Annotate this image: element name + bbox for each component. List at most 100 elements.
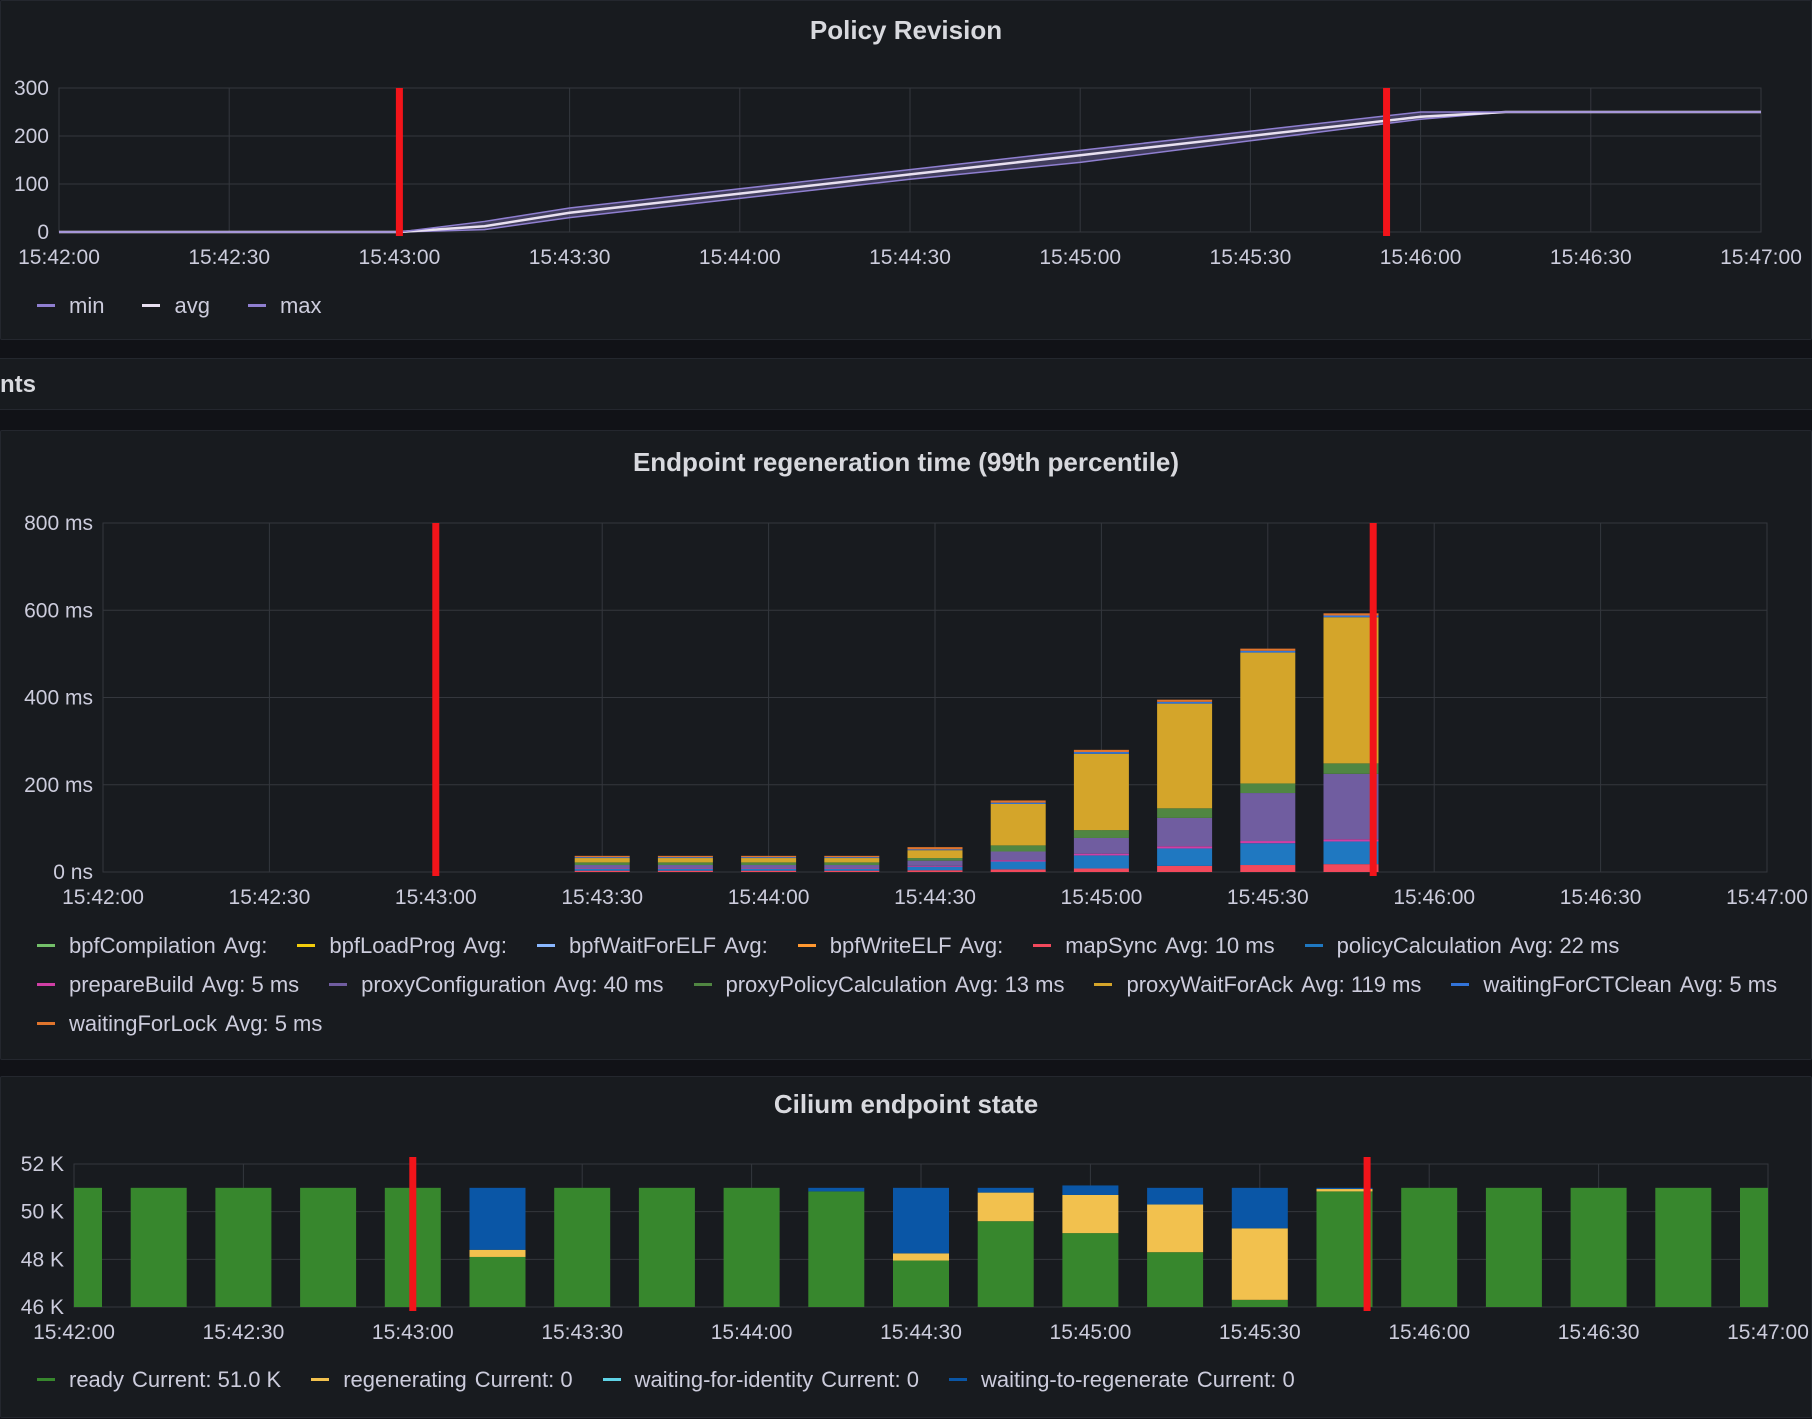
bar-segment-proxyConfiguration [1157, 818, 1212, 846]
y-tick-label: 600 ms [24, 599, 93, 622]
bar-segment-waitingForCTClean [658, 857, 713, 858]
x-tick-label: 15:46:30 [1550, 246, 1632, 269]
bar-segment-proxyPolicyCalculation [575, 862, 630, 865]
row-header[interactable]: nts [0, 358, 1812, 410]
bar-segment-proxyConfiguration [824, 865, 879, 868]
bar-segment-waitingForLock [908, 847, 963, 849]
legend-item[interactable]: waiting-for-identity Current: 0 [603, 1367, 919, 1393]
legend-label: policyCalculation [1337, 933, 1502, 958]
bar-segment-mapSync [575, 871, 630, 872]
bar-segment-regenerating [1232, 1228, 1288, 1300]
legend-item[interactable]: avg [142, 293, 217, 319]
bar-segment-proxyPolicyCalculation [991, 845, 1046, 851]
legend-label: proxyWaitForAck [1126, 972, 1293, 997]
legend-value: Current: 0 [821, 1367, 919, 1392]
x-tick-label: 15:43:30 [529, 246, 611, 269]
y-tick-label: 0 ns [53, 861, 93, 884]
bar-segment-prepareBuild [908, 866, 963, 867]
legend-label: min [69, 293, 104, 318]
legend-value: Current: 51.0 K [132, 1367, 281, 1392]
bar-segment-policyCalculation [908, 867, 963, 870]
legend-label: bpfCompilation [69, 933, 216, 958]
x-tick-label: 15:47:00 [1726, 886, 1808, 909]
legend-value: Avg: [724, 933, 768, 958]
legend-swatch [537, 944, 555, 947]
bar-segment-proxyPolicyCalculation [824, 862, 879, 865]
bar-segment-proxyPolicyCalculation [658, 862, 713, 865]
y-tick-label: 200 [14, 125, 49, 148]
bar-segment-waitingForLock [991, 800, 1046, 802]
legend-label: waitingForLock [69, 1011, 217, 1036]
bar-segment-ready [1062, 1233, 1118, 1307]
bar-segment-waitingForCTClean [908, 849, 963, 850]
bar-segment-ready [978, 1221, 1034, 1307]
bar-segment-policyCalculation [1157, 848, 1212, 865]
legend-swatch [37, 1378, 55, 1381]
x-tick-label: 15:44:00 [699, 246, 781, 269]
legend-swatch [798, 944, 816, 947]
bar-segment-mapSync [1157, 866, 1212, 872]
x-tick-label: 15:45:00 [1050, 1321, 1132, 1344]
x-tick-label: 15:44:00 [711, 1321, 793, 1344]
bar-segment-proxyConfiguration [991, 851, 1046, 860]
legend-label: waiting-for-identity [635, 1367, 814, 1392]
bar-segment-policyCalculation [1240, 843, 1295, 865]
legend-value: Avg: 119 ms [1301, 972, 1421, 997]
legend-swatch [311, 1378, 329, 1381]
bar-segment-ready [300, 1188, 356, 1307]
bar-segment-waitingForLock [575, 856, 630, 857]
bar-segment-regenerating [470, 1250, 526, 1257]
legend-swatch [37, 1022, 55, 1025]
bar-segment-proxyWaitForAck [658, 858, 713, 862]
bar-segment-proxyWaitForAck [908, 850, 963, 858]
y-tick-label: 48 K [21, 1248, 64, 1271]
bar-segment-waitingForLock [1074, 750, 1129, 752]
legend-label: proxyPolicyCalculation [726, 972, 947, 997]
row-title: nts [0, 371, 36, 399]
bar-segment-waitingForLock [824, 856, 879, 857]
legend-label: mapSync [1065, 933, 1157, 958]
bar-segment-prepareBuild [1157, 846, 1212, 848]
x-tick-label: 15:43:30 [541, 1321, 623, 1344]
legend-value: Avg: 40 ms [554, 972, 664, 997]
legend-item[interactable]: proxyWaitForAck Avg: 119 ms [1094, 972, 1421, 998]
x-tick-label: 15:42:00 [33, 1321, 115, 1344]
x-tick-label: 15:45:30 [1210, 246, 1292, 269]
legend-item[interactable]: max [248, 293, 330, 319]
bar-segment-mapSync [658, 871, 713, 872]
legend-swatch [142, 304, 160, 307]
x-tick-label: 15:47:00 [1720, 246, 1802, 269]
y-tick-label: 300 [14, 77, 49, 100]
bar-segment-waitingForCTClean [824, 857, 879, 858]
legend-item[interactable]: min [37, 293, 112, 319]
x-tick-label: 15:44:00 [728, 886, 810, 909]
bar-segment-regenerating [1147, 1205, 1203, 1253]
legend-label: avg [174, 293, 209, 318]
bar-segment-ready [554, 1188, 610, 1307]
bar-segment-mapSync [741, 871, 796, 872]
legend-swatch [603, 1378, 621, 1381]
legend-label: max [280, 293, 322, 318]
bar-segment-proxyWaitForAck [1157, 704, 1212, 809]
bar-segment-proxyWaitForAck [1074, 754, 1129, 830]
bar-segment-waitingForCTClean [1240, 651, 1295, 653]
bar-segment-proxyWaitForAck [991, 804, 1046, 845]
x-tick-label: 15:42:30 [229, 886, 311, 909]
bar-segment-ready [470, 1257, 526, 1307]
bar-segment-ready [131, 1188, 187, 1307]
